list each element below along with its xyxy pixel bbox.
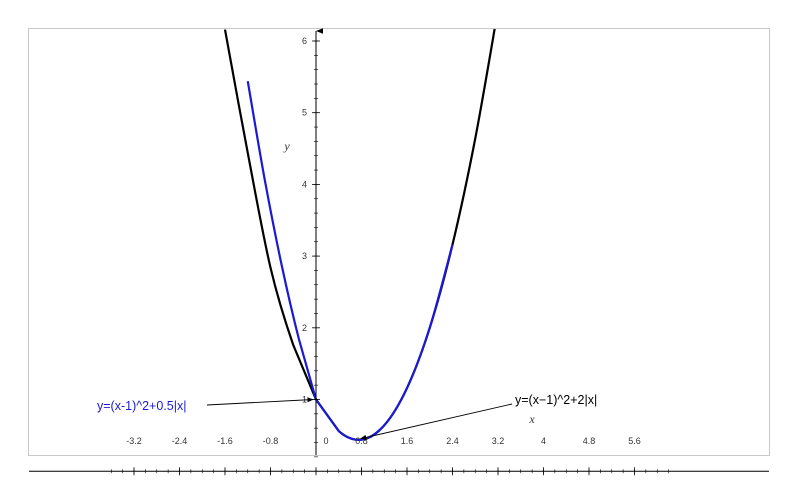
annotation-label-0: y=(x-1)^2+0.5|x|	[97, 399, 186, 413]
x-tick-label: 2.4	[446, 436, 459, 446]
x-axis-label: x	[528, 412, 535, 426]
y-tick-label: 2	[302, 323, 307, 333]
x-tick-label: -3.2	[126, 436, 142, 446]
y-tick-label: 4	[302, 179, 307, 189]
y-tick-label: 6	[302, 36, 307, 46]
axes-layer	[29, 28, 769, 476]
series-line-1	[246, 80, 454, 441]
x-tick-label: 3.2	[492, 436, 505, 446]
x-tick-label: -2.4	[172, 436, 188, 446]
x-tick-label: 0	[323, 436, 328, 446]
annotation-label-1: y=(x−1)^2+2|x|	[515, 393, 597, 407]
x-tick-label: -1.6	[217, 436, 233, 446]
y-axis-label: y	[283, 139, 290, 153]
annotation-layer: y=(x-1)^2+0.5|x| y=(x−1)^2+2|x|	[97, 393, 597, 440]
y-tick-label: 3	[302, 251, 307, 261]
x-tick-label: 4.8	[583, 436, 596, 446]
x-tick-label: 4	[541, 436, 546, 446]
x-tick-label: -0.8	[263, 436, 279, 446]
labels-layer: -3.2-2.4-1.6-0.800.81.62.43.244.85.61234…	[126, 36, 641, 446]
series-layer	[223, 29, 496, 441]
annotation-arrow-1	[360, 403, 513, 440]
x-tick-label: 1.6	[401, 436, 414, 446]
x-tick-label: 0.8	[355, 436, 368, 446]
x-tick-label: 5.6	[628, 436, 641, 446]
annotation-arrow-0	[206, 397, 314, 406]
plot-frame	[28, 28, 770, 456]
series-line-0	[223, 29, 496, 441]
y-tick-label: 5	[302, 108, 307, 118]
